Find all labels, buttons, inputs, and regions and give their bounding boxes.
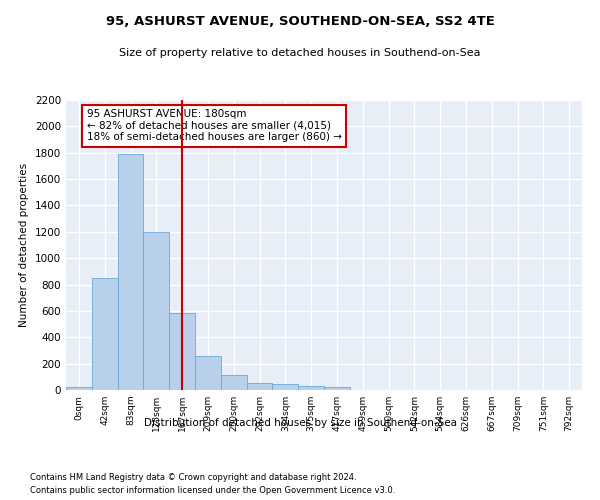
Bar	[118, 154, 143, 390]
Text: 95 ASHURST AVENUE: 180sqm
← 82% of detached houses are smaller (4,015)
18% of se: 95 ASHURST AVENUE: 180sqm ← 82% of detac…	[86, 109, 341, 142]
Text: 95, ASHURST AVENUE, SOUTHEND-ON-SEA, SS2 4TE: 95, ASHURST AVENUE, SOUTHEND-ON-SEA, SS2…	[106, 15, 494, 28]
Bar	[92, 278, 118, 390]
Text: Contains HM Land Registry data © Crown copyright and database right 2024.: Contains HM Land Registry data © Crown c…	[30, 472, 356, 482]
Bar	[324, 388, 350, 390]
Bar	[169, 313, 195, 390]
Text: Distribution of detached houses by size in Southend-on-Sea: Distribution of detached houses by size …	[143, 418, 457, 428]
Text: Size of property relative to detached houses in Southend-on-Sea: Size of property relative to detached ho…	[119, 48, 481, 58]
Bar	[298, 386, 324, 390]
Bar	[195, 356, 221, 390]
Bar	[247, 384, 272, 390]
Bar	[66, 386, 92, 390]
Text: Contains public sector information licensed under the Open Government Licence v3: Contains public sector information licen…	[30, 486, 395, 495]
Bar	[272, 384, 298, 390]
Y-axis label: Number of detached properties: Number of detached properties	[19, 163, 29, 327]
Bar	[143, 232, 169, 390]
Bar	[221, 375, 247, 390]
